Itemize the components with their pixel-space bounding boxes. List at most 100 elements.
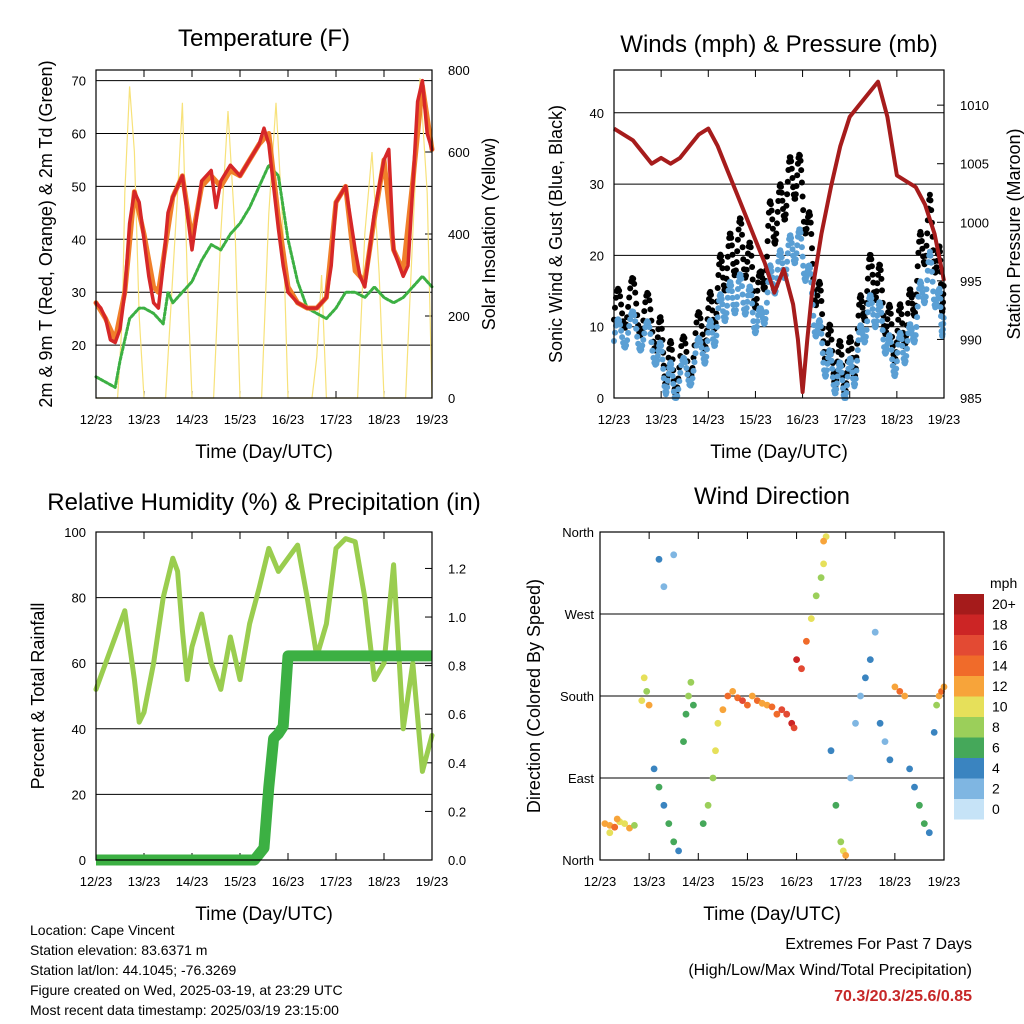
data-point bbox=[868, 263, 875, 270]
data-point bbox=[728, 288, 735, 295]
direction-point bbox=[685, 692, 692, 700]
direction-point bbox=[827, 747, 835, 755]
chart-title: Wind Direction bbox=[694, 483, 850, 510]
legend-label: 4 bbox=[992, 760, 1000, 776]
data-point bbox=[768, 207, 775, 214]
data-point bbox=[728, 242, 735, 249]
extremes-subtitle: (High/Low/Max Wind/Total Precipitation) bbox=[688, 962, 972, 979]
data-point bbox=[670, 380, 677, 387]
y-tick-label: 0 bbox=[79, 853, 86, 868]
direction-point bbox=[807, 615, 815, 622]
data-point bbox=[715, 272, 722, 278]
data-point bbox=[624, 337, 631, 344]
direction-point bbox=[862, 674, 869, 682]
data-point bbox=[838, 363, 844, 370]
data-point bbox=[732, 267, 739, 274]
legend-swatch bbox=[954, 778, 984, 799]
data-point bbox=[819, 350, 826, 357]
direction-point bbox=[793, 656, 800, 663]
data-point bbox=[884, 316, 891, 323]
direction-point bbox=[631, 822, 638, 829]
data-point bbox=[754, 318, 761, 325]
data-point bbox=[854, 357, 861, 364]
data-point bbox=[796, 152, 803, 159]
data-point bbox=[879, 287, 885, 294]
data-point bbox=[735, 226, 742, 233]
chart-title: Temperature (F) bbox=[178, 25, 350, 52]
y-tick-label: 30 bbox=[72, 285, 86, 300]
data-point bbox=[937, 289, 943, 296]
data-point bbox=[649, 347, 656, 354]
data-point bbox=[838, 343, 844, 350]
y2-tick-label: 995 bbox=[960, 274, 982, 289]
y-tick-label: 10 bbox=[590, 320, 604, 335]
data-point bbox=[768, 268, 775, 275]
data-point bbox=[792, 256, 799, 263]
legend-label: 2 bbox=[992, 781, 1000, 797]
data-point bbox=[899, 342, 906, 349]
direction-point bbox=[655, 783, 663, 791]
y2-tick-label: 1000 bbox=[960, 215, 989, 230]
data-point bbox=[658, 317, 665, 324]
y-axis-label: Sonic Wind & Gust (Blue, Black) bbox=[546, 105, 566, 363]
data-point bbox=[828, 357, 835, 364]
data-point bbox=[889, 356, 896, 363]
panel-3: Relative Humidity (%) & Precipitation (i… bbox=[28, 489, 481, 925]
data-point bbox=[767, 264, 774, 270]
data-point bbox=[779, 260, 786, 267]
data-point bbox=[749, 276, 756, 283]
data-point bbox=[697, 315, 704, 322]
x-tick-label: 15/23 bbox=[731, 874, 764, 889]
y-tick-label: 40 bbox=[72, 232, 86, 247]
data-point bbox=[823, 367, 830, 374]
y2-tick-label: 1010 bbox=[960, 98, 989, 113]
data-point bbox=[769, 225, 776, 232]
data-point bbox=[646, 297, 653, 304]
data-point bbox=[833, 380, 840, 387]
data-point bbox=[778, 249, 784, 256]
data-point bbox=[677, 369, 684, 376]
data-point bbox=[833, 386, 840, 393]
data-point bbox=[753, 328, 760, 335]
panel-4: Wind Direction Time (Day/UTC) Direction (C… bbox=[524, 483, 960, 925]
x-tick-label: 17/23 bbox=[320, 874, 353, 889]
data-point bbox=[893, 358, 900, 365]
data-point bbox=[747, 239, 753, 246]
data-point bbox=[873, 318, 880, 325]
y2-tick-label: 1.0 bbox=[448, 610, 466, 625]
data-point bbox=[682, 340, 689, 347]
legend-swatch bbox=[954, 635, 984, 656]
x-tick-label: 12/23 bbox=[584, 874, 617, 889]
data-point bbox=[897, 304, 904, 311]
data-point bbox=[807, 270, 814, 277]
x-tick-label: 19/23 bbox=[928, 874, 961, 889]
data-point bbox=[744, 258, 751, 265]
direction-point bbox=[842, 852, 850, 859]
data-point bbox=[767, 201, 774, 208]
data-point bbox=[904, 310, 911, 317]
data-point bbox=[639, 342, 646, 349]
direction-point bbox=[638, 697, 646, 704]
data-point bbox=[764, 238, 771, 245]
direction-point bbox=[886, 756, 894, 764]
data-point bbox=[880, 336, 887, 343]
data-point bbox=[702, 358, 709, 365]
x-tick-label: 17/23 bbox=[320, 412, 353, 427]
data-point bbox=[887, 339, 894, 346]
direction-point bbox=[670, 551, 678, 559]
direction-point bbox=[645, 701, 653, 709]
data-point bbox=[799, 253, 806, 260]
data-point bbox=[784, 178, 791, 185]
data-point bbox=[724, 265, 731, 272]
direction-point bbox=[916, 801, 923, 809]
data-point bbox=[647, 331, 654, 337]
direction-point bbox=[613, 815, 621, 823]
data-point bbox=[800, 262, 807, 269]
direction-point bbox=[719, 706, 727, 714]
legend-label: 10 bbox=[992, 699, 1008, 715]
data-point bbox=[784, 250, 791, 257]
data-point bbox=[858, 298, 865, 305]
data-point bbox=[874, 280, 881, 287]
data-point bbox=[632, 318, 639, 325]
data-point bbox=[828, 336, 835, 343]
